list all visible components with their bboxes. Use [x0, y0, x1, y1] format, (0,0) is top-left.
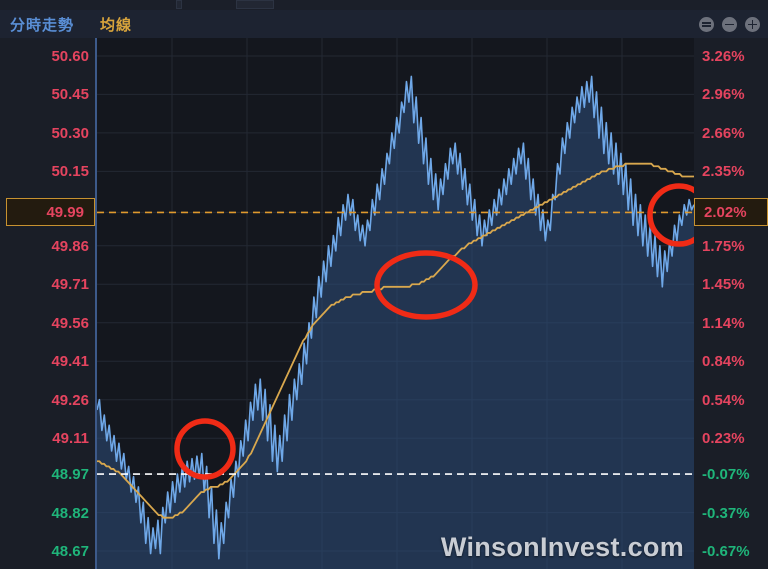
percent-tick-8: 0.84% [702, 353, 745, 371]
percent-tick-3: 2.35% [702, 163, 745, 181]
percent-tick-9: 0.54% [702, 391, 745, 409]
reset-icon[interactable] [699, 17, 714, 32]
annotation-circle-middle [374, 250, 478, 320]
zoom-out-icon[interactable] [722, 17, 737, 32]
reset-icon-bar-top [702, 22, 711, 24]
price-line [97, 75, 694, 560]
price-tick-13: 48.67 [51, 543, 89, 561]
minus-bar [725, 23, 734, 26]
price-tick-9: 49.26 [51, 391, 89, 409]
price-tick-12: 48.82 [51, 504, 89, 522]
legend-price-series[interactable]: 分時走勢 [10, 17, 75, 34]
percent-tick-0: 3.26% [702, 47, 745, 65]
percent-tick-2: 2.66% [702, 124, 745, 142]
toolbar-nub-right [236, 0, 274, 9]
zoom-in-icon[interactable] [745, 17, 760, 32]
reset-icon-bar-bottom [702, 25, 711, 27]
current-price-value: 49.99 [46, 204, 84, 222]
ma-line [97, 162, 694, 519]
price-tick-2: 50.30 [51, 124, 89, 142]
plus-bar-v [751, 20, 754, 29]
percent-tick-1: 2.96% [702, 86, 745, 104]
percent-tick-10: 0.23% [702, 430, 745, 448]
current-price-label[interactable]: 49.99 [6, 198, 95, 227]
price-tick-3: 50.15 [51, 163, 89, 181]
percent-tick-5: 1.75% [702, 237, 745, 255]
legend-ma-series[interactable]: 均線 [100, 17, 133, 34]
annotation-circle-left [174, 418, 236, 480]
toolbar-nub-left [176, 0, 182, 9]
price-tick-8: 49.41 [51, 353, 89, 371]
current-percent-label[interactable]: 2.02% [694, 198, 768, 227]
chart-canvas [97, 38, 694, 569]
price-tick-1: 50.45 [51, 86, 89, 104]
percent-tick-13: -0.67% [702, 543, 750, 561]
window-top-strip [0, 0, 768, 10]
current-percent-value: 2.02% [704, 204, 747, 222]
percent-axis[interactable]: 3.26% 2.96% 2.66% 2.35% 2.02% 1.75% 1.45% 1.14%… [694, 38, 768, 569]
price-axis[interactable]: 50.60 50.45 50.30 50.15 49.99 49.86 49.71 49.56… [0, 38, 97, 569]
price-tick-6: 49.71 [51, 276, 89, 294]
percent-tick-6: 1.45% [702, 276, 745, 294]
price-tick-10: 49.11 [52, 430, 89, 448]
chart-plot-area[interactable]: WinsonInvest.com [97, 38, 694, 569]
annotation-circle-right [647, 183, 694, 247]
percent-tick-12: -0.37% [702, 504, 750, 522]
price-tick-7: 49.56 [51, 314, 89, 332]
chart-header: 分時走勢 均線 [0, 10, 768, 39]
price-tick-5: 49.86 [51, 237, 89, 255]
price-area-fill [97, 76, 694, 569]
price-tick-0: 50.60 [51, 47, 89, 65]
percent-tick-7: 1.14% [702, 314, 745, 332]
price-tick-11: 48.97 [51, 466, 89, 484]
percent-tick-11: -0.07% [702, 466, 750, 484]
